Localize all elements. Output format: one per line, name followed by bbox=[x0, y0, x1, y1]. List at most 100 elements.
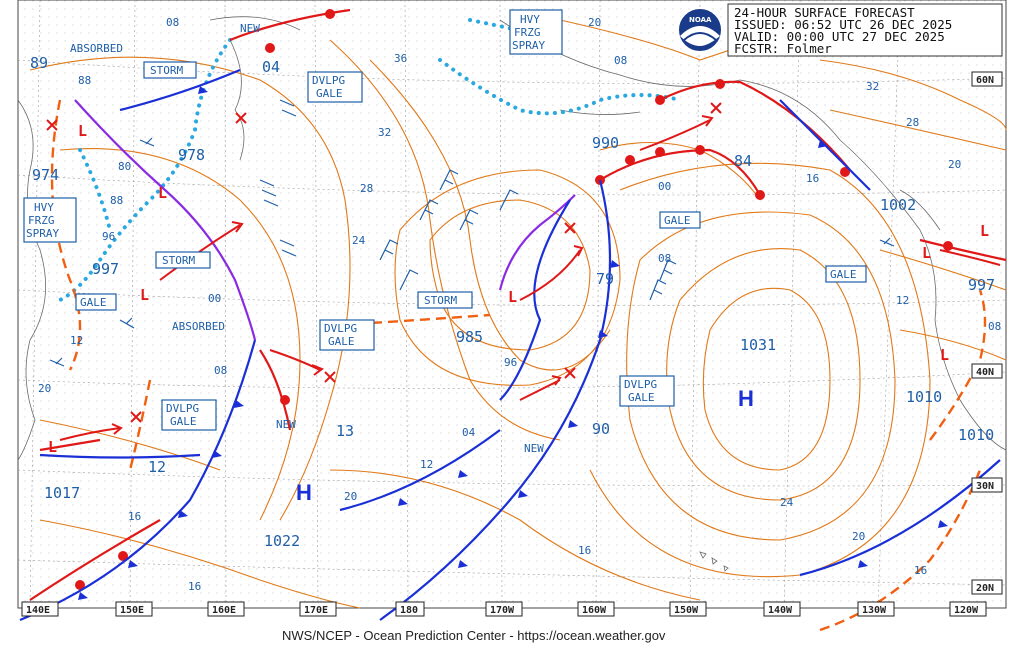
svg-text:32: 32 bbox=[866, 80, 879, 93]
svg-text:60N: 60N bbox=[976, 75, 994, 86]
low-symbols: L L L L L L L L bbox=[48, 122, 989, 456]
label-hvy-frzg-spray-east: HVY FRZG SPRAY bbox=[509, 9, 563, 55]
cold-front-markers bbox=[78, 86, 948, 600]
svg-text:16: 16 bbox=[914, 564, 927, 577]
isobar-labels: 08 88 80 88 96 00 12 20 08 16 16 36 32 2… bbox=[38, 16, 1001, 593]
forecast-header: 24-HOUR SURFACE FORECAST ISSUED: 06:52 U… bbox=[727, 3, 1003, 57]
svg-text:20: 20 bbox=[588, 16, 601, 29]
svg-text:08: 08 bbox=[166, 16, 179, 29]
svg-text:DVLPG: DVLPG bbox=[324, 322, 357, 335]
svg-text:79: 79 bbox=[596, 270, 614, 288]
pressure-label-985: 985 bbox=[456, 328, 483, 346]
svg-text:00: 00 bbox=[658, 180, 671, 193]
svg-text:16: 16 bbox=[188, 580, 201, 593]
wind-barbs bbox=[49, 99, 895, 367]
svg-text:HVY: HVY bbox=[520, 13, 540, 26]
svg-text:GALE: GALE bbox=[328, 335, 355, 348]
svg-text:32: 32 bbox=[378, 126, 391, 139]
pressure-label-1031: 1031 bbox=[740, 336, 776, 354]
svg-text:90: 90 bbox=[592, 420, 610, 438]
noaa-logo: NOAA bbox=[677, 7, 723, 53]
svg-text:84: 84 bbox=[734, 152, 752, 170]
header-issued: ISSUED: 06:52 UTC 26 DEC 2025 bbox=[734, 17, 952, 32]
svg-text:88: 88 bbox=[110, 194, 123, 207]
svg-text:L: L bbox=[78, 122, 87, 140]
svg-text:SPRAY: SPRAY bbox=[512, 39, 545, 52]
svg-text:12: 12 bbox=[148, 458, 166, 476]
header-forecaster: FCSTR: Folmer bbox=[734, 41, 832, 56]
svg-text:NEW: NEW bbox=[240, 22, 260, 35]
svg-text:16: 16 bbox=[806, 172, 819, 185]
svg-text:DVLPG: DVLPG bbox=[312, 74, 345, 87]
svg-text:GALE: GALE bbox=[664, 214, 691, 227]
isobars bbox=[29, 19, 1007, 609]
pressure-label-1017: 1017 bbox=[44, 484, 80, 502]
svg-text:NOAA: NOAA bbox=[689, 16, 712, 24]
svg-text:96: 96 bbox=[504, 356, 517, 369]
svg-text:180: 180 bbox=[400, 605, 418, 616]
svg-text:L: L bbox=[158, 184, 167, 202]
svg-text:L: L bbox=[922, 244, 931, 262]
svg-text:150E: 150E bbox=[120, 605, 144, 616]
storm-tracks bbox=[59, 115, 1001, 441]
svg-text:12: 12 bbox=[896, 294, 909, 307]
svg-text:STORM: STORM bbox=[162, 254, 195, 267]
svg-text:16: 16 bbox=[128, 510, 141, 523]
svg-text:12: 12 bbox=[70, 334, 83, 347]
svg-text:997: 997 bbox=[968, 276, 995, 294]
svg-text:08: 08 bbox=[658, 252, 671, 265]
svg-text:20: 20 bbox=[344, 490, 357, 503]
svg-text:20N: 20N bbox=[976, 583, 994, 594]
svg-text:DVLPG: DVLPG bbox=[624, 378, 657, 391]
pressure-label-974: 974 bbox=[32, 166, 59, 184]
pressure-center-labels: 1031 H 1022 H 985 990 978 974 997 1002 1… bbox=[30, 54, 995, 550]
svg-text:120W: 120W bbox=[954, 605, 979, 616]
header-title: 24-HOUR SURFACE FORECAST bbox=[734, 5, 915, 20]
svg-text:20: 20 bbox=[948, 158, 961, 171]
svg-text:DVLPG: DVLPG bbox=[166, 402, 199, 415]
footer-credit: NWS/NCEP - Ocean Prediction Center - htt… bbox=[282, 628, 666, 643]
svg-text:FRZG: FRZG bbox=[28, 214, 55, 227]
svg-text:04: 04 bbox=[462, 426, 476, 439]
svg-text:80: 80 bbox=[118, 160, 131, 173]
svg-text:16: 16 bbox=[578, 544, 591, 557]
svg-text:HVY: HVY bbox=[34, 201, 54, 214]
svg-text:28: 28 bbox=[906, 116, 919, 129]
forecast-positions bbox=[46, 102, 722, 423]
warm-front-markers bbox=[75, 9, 953, 590]
svg-text:STORM: STORM bbox=[150, 64, 183, 77]
svg-text:FRZG: FRZG bbox=[514, 26, 541, 39]
svg-text:20: 20 bbox=[852, 530, 865, 543]
svg-text:GALE: GALE bbox=[316, 87, 343, 100]
svg-text:30N: 30N bbox=[976, 481, 994, 492]
svg-text:L: L bbox=[508, 288, 517, 306]
svg-text:NEW: NEW bbox=[276, 418, 296, 431]
svg-text:08: 08 bbox=[988, 320, 1001, 333]
svg-text:STORM: STORM bbox=[424, 294, 457, 307]
pressure-label-1022: 1022 bbox=[264, 532, 300, 550]
svg-text:13: 13 bbox=[336, 422, 354, 440]
svg-text:36: 36 bbox=[394, 52, 407, 65]
svg-text:24: 24 bbox=[780, 496, 794, 509]
svg-text:40N: 40N bbox=[976, 367, 994, 378]
graticule bbox=[17, 0, 1007, 609]
svg-text:ABSORBED: ABSORBED bbox=[70, 42, 123, 55]
svg-text:1010: 1010 bbox=[958, 426, 994, 444]
svg-text:170E: 170E bbox=[304, 605, 328, 616]
pressure-label-1002: 1002 bbox=[880, 196, 916, 214]
high-symbol: H bbox=[738, 386, 754, 411]
warm-fronts bbox=[29, 8, 1007, 601]
svg-text:24: 24 bbox=[352, 234, 366, 247]
svg-text:00: 00 bbox=[208, 292, 221, 305]
svg-text:12: 12 bbox=[420, 458, 433, 471]
header-valid: VALID: 00:00 UTC 27 DEC 2025 bbox=[734, 29, 945, 44]
svg-text:88: 88 bbox=[78, 74, 91, 87]
svg-text:96: 96 bbox=[102, 230, 115, 243]
boxed-labels: HVY FRZG SPRAY HVY FRZG SPRAY STORM STOR… bbox=[23, 9, 867, 455]
svg-text:04: 04 bbox=[262, 58, 280, 76]
svg-text:NEW: NEW bbox=[524, 442, 544, 455]
svg-text:GALE: GALE bbox=[628, 391, 655, 404]
svg-text:GALE: GALE bbox=[170, 415, 197, 428]
occluded-front bbox=[74, 99, 576, 341]
svg-text:L: L bbox=[48, 438, 57, 456]
